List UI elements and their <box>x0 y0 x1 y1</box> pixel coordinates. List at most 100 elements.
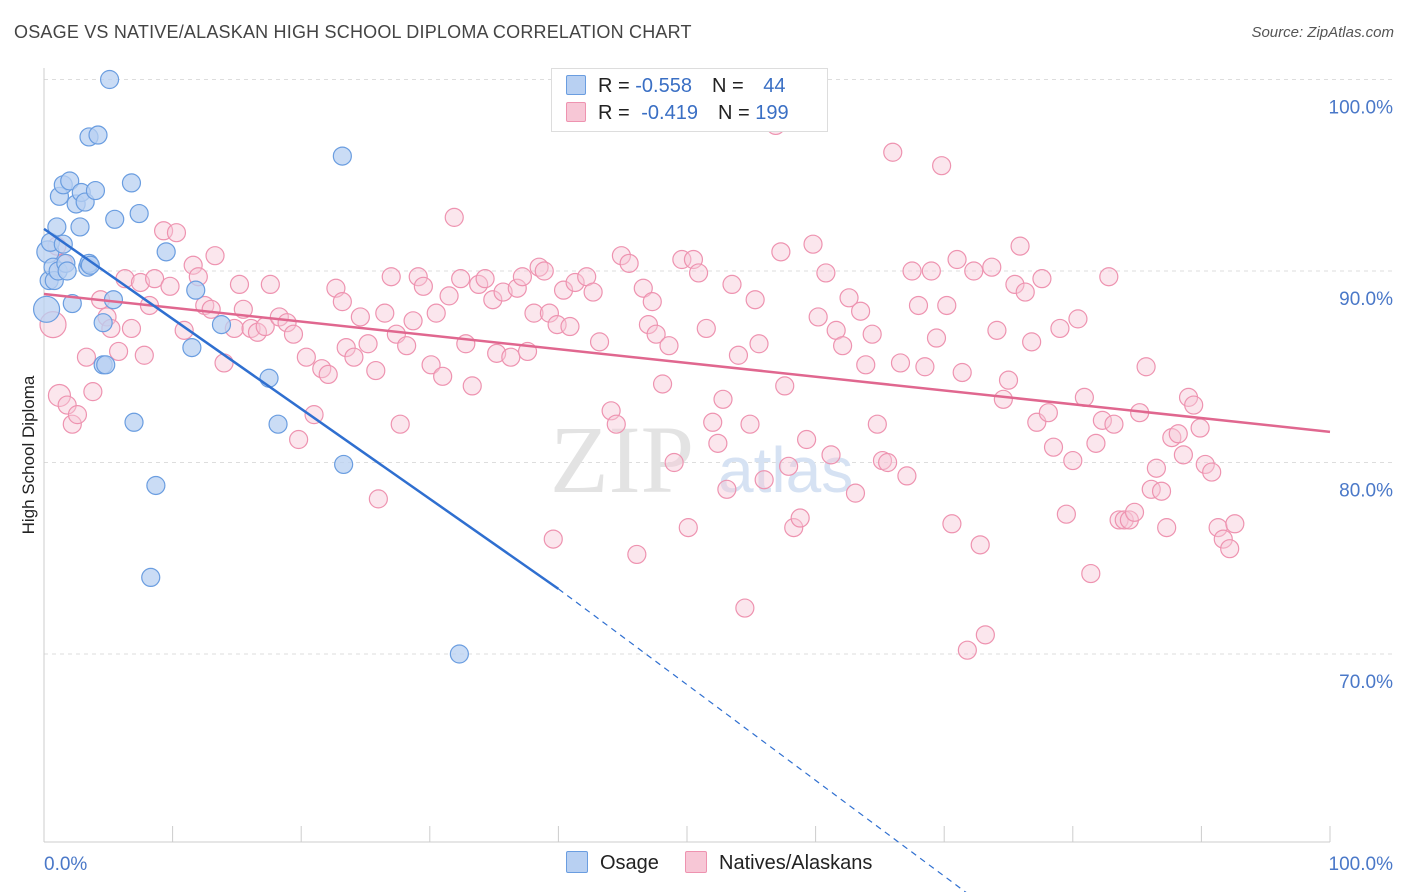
natives-point <box>902 261 922 281</box>
x-tick-label: 0.0% <box>44 854 87 875</box>
natives-point <box>501 347 521 367</box>
natives-point <box>740 414 760 434</box>
natives-point <box>890 353 911 373</box>
natives-point <box>589 332 610 352</box>
legend-r-label: R = <box>598 102 636 124</box>
osage-point <box>449 644 469 664</box>
watermark-zip: ZIP <box>550 406 694 513</box>
natives-point <box>754 470 774 490</box>
natives-point <box>937 295 957 316</box>
natives-point <box>1173 445 1193 465</box>
natives-point <box>790 508 810 528</box>
natives-point <box>183 255 203 275</box>
natives-swatch <box>566 102 586 122</box>
natives-point <box>451 269 471 289</box>
natives-point <box>381 267 401 287</box>
natives-point <box>366 360 386 381</box>
osage-point <box>156 242 176 262</box>
osage-point <box>60 171 80 191</box>
natives-point <box>646 324 666 344</box>
natives-point <box>970 535 990 555</box>
natives-point <box>867 414 887 434</box>
natives-point <box>883 142 903 162</box>
natives-point <box>358 334 378 354</box>
natives-point <box>553 280 574 300</box>
natives-point <box>633 278 653 298</box>
natives-point <box>260 274 280 295</box>
natives-point <box>678 518 698 538</box>
y-tick-label: 70.0% <box>1339 672 1393 693</box>
osage-point <box>141 567 161 588</box>
natives-point <box>421 355 441 375</box>
osage-point <box>96 355 116 375</box>
osage-point <box>121 173 142 193</box>
natives-point <box>878 452 898 473</box>
natives-point <box>397 336 417 356</box>
natives-point <box>713 389 733 409</box>
osage-point <box>70 217 90 237</box>
natives-point <box>993 389 1013 409</box>
osage-point <box>124 412 144 432</box>
natives-point <box>413 276 433 296</box>
natives-point <box>964 261 984 281</box>
natives-point <box>67 405 88 425</box>
natives-point <box>475 269 495 289</box>
natives-point <box>1104 414 1124 434</box>
natives-point <box>745 290 765 310</box>
natives-point <box>76 347 97 367</box>
natives-point <box>289 429 309 450</box>
natives-point <box>529 257 549 277</box>
natives-point <box>1032 269 1052 289</box>
natives-point <box>796 429 817 450</box>
natives-point <box>1114 510 1134 530</box>
natives-point <box>975 625 995 645</box>
natives-point <box>942 514 962 534</box>
natives-point <box>672 249 692 270</box>
natives-point <box>1220 539 1240 559</box>
legend-r-label: R = <box>598 75 636 97</box>
osage-point <box>259 368 279 388</box>
natives-point <box>439 286 459 306</box>
natives-point <box>1109 510 1129 530</box>
natives-point <box>808 307 828 327</box>
natives-point <box>803 234 823 254</box>
natives-point <box>166 223 187 243</box>
osage-point <box>80 255 100 275</box>
natives-point <box>487 343 507 363</box>
natives-point <box>688 263 709 283</box>
natives-point <box>493 282 513 302</box>
natives-point <box>247 322 268 342</box>
trend-lines <box>43 227 1331 892</box>
natives-point <box>1043 437 1064 457</box>
natives-point <box>749 334 769 354</box>
natives-point <box>839 288 859 308</box>
legend-n-value: 44 <box>763 75 786 97</box>
natives-point <box>174 320 194 340</box>
natives-point <box>269 307 289 327</box>
natives-point <box>539 303 559 323</box>
natives-point <box>775 376 795 396</box>
natives-point <box>408 267 428 287</box>
natives-point <box>344 347 364 367</box>
osage-points <box>32 69 469 664</box>
natives-point <box>659 336 679 356</box>
natives-point <box>583 282 603 302</box>
osage-trend-line <box>43 227 560 590</box>
natives-point <box>560 316 580 337</box>
natives-point <box>1124 502 1145 522</box>
natives-point <box>108 341 129 362</box>
natives-point <box>1195 454 1215 475</box>
natives-point <box>1022 332 1042 352</box>
natives-point <box>534 261 554 281</box>
natives-point <box>144 269 165 289</box>
natives-point <box>821 445 841 465</box>
natives-point <box>708 433 728 453</box>
osage-swatch <box>566 75 586 95</box>
legend-r-value: -0.419 <box>641 102 698 124</box>
natives-point <box>375 303 395 323</box>
legend-row-natives: R = -0.419 N = 199 <box>566 102 789 126</box>
grid-lines <box>44 79 1392 655</box>
osage-point <box>88 125 108 145</box>
natives-point <box>1050 318 1070 339</box>
natives-point <box>845 483 866 503</box>
